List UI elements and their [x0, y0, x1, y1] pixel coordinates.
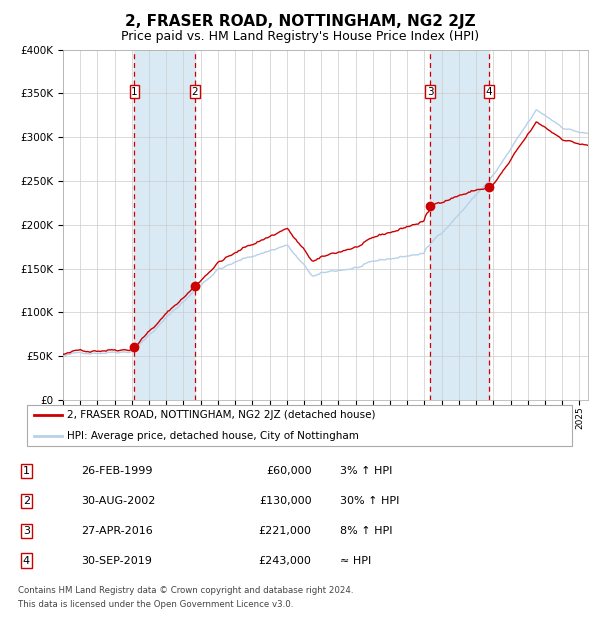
- Text: 2: 2: [192, 87, 199, 97]
- Text: £221,000: £221,000: [259, 526, 311, 536]
- Text: £60,000: £60,000: [266, 466, 311, 476]
- Text: 30-SEP-2019: 30-SEP-2019: [81, 556, 152, 565]
- Text: This data is licensed under the Open Government Licence v3.0.: This data is licensed under the Open Gov…: [18, 600, 293, 609]
- Text: 2, FRASER ROAD, NOTTINGHAM, NG2 2JZ (detached house): 2, FRASER ROAD, NOTTINGHAM, NG2 2JZ (det…: [67, 410, 376, 420]
- Text: 4: 4: [486, 87, 493, 97]
- Text: 3: 3: [427, 87, 433, 97]
- Text: 2: 2: [23, 496, 30, 506]
- Text: 26-FEB-1999: 26-FEB-1999: [81, 466, 152, 476]
- Text: 3: 3: [23, 526, 30, 536]
- Text: £243,000: £243,000: [259, 556, 311, 565]
- Text: ≈ HPI: ≈ HPI: [340, 556, 371, 565]
- Bar: [134, 50, 195, 400]
- FancyBboxPatch shape: [27, 405, 572, 446]
- Text: 30% ↑ HPI: 30% ↑ HPI: [340, 496, 400, 506]
- Text: £130,000: £130,000: [259, 496, 311, 506]
- Text: 3% ↑ HPI: 3% ↑ HPI: [340, 466, 392, 476]
- Text: 4: 4: [23, 556, 30, 565]
- Text: 8% ↑ HPI: 8% ↑ HPI: [340, 526, 393, 536]
- Text: Contains HM Land Registry data © Crown copyright and database right 2024.: Contains HM Land Registry data © Crown c…: [18, 586, 353, 595]
- Text: HPI: Average price, detached house, City of Nottingham: HPI: Average price, detached house, City…: [67, 432, 359, 441]
- Text: Price paid vs. HM Land Registry's House Price Index (HPI): Price paid vs. HM Land Registry's House …: [121, 30, 479, 43]
- Text: 30-AUG-2002: 30-AUG-2002: [81, 496, 155, 506]
- Text: 1: 1: [23, 466, 30, 476]
- Text: 2, FRASER ROAD, NOTTINGHAM, NG2 2JZ: 2, FRASER ROAD, NOTTINGHAM, NG2 2JZ: [125, 14, 475, 29]
- Bar: [430, 50, 489, 400]
- Text: 1: 1: [131, 87, 138, 97]
- Text: 27-APR-2016: 27-APR-2016: [81, 526, 153, 536]
